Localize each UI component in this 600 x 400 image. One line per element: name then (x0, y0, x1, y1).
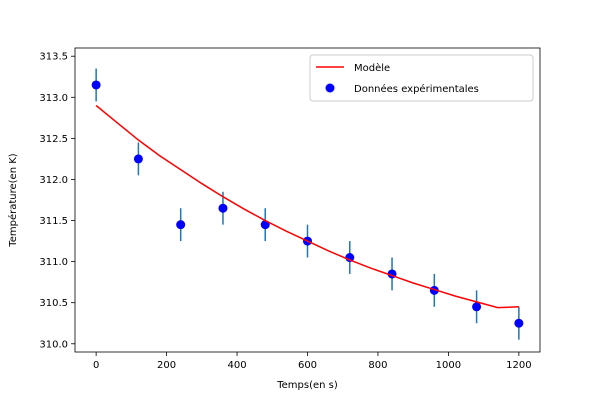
y-tick-label: 313.5 (39, 52, 68, 63)
data-point (472, 302, 482, 312)
x-tick-label: 800 (368, 360, 387, 371)
y-tick-label: 312.0 (39, 175, 68, 186)
legend-marker-swatch (325, 83, 335, 93)
x-axis-label: Temps(en s) (276, 380, 338, 391)
x-tick-label: 400 (227, 360, 246, 371)
data-point (91, 80, 101, 90)
x-tick-label: 200 (157, 360, 176, 371)
y-tick-label: 311.0 (39, 257, 68, 268)
x-tick-label: 1200 (506, 360, 531, 371)
data-point (176, 220, 186, 230)
y-tick-label: 310.0 (39, 339, 68, 350)
data-point (133, 154, 143, 164)
y-tick-label: 313.0 (39, 93, 68, 104)
legend-label: Données expérimentales (354, 83, 479, 95)
legend: Modèle Données expérimentales (309, 54, 534, 102)
y-axis-ticks: 310.0 310.5 311.0 311.5 312.0 312.5 313.0 313.5 (39, 52, 75, 350)
x-axis-ticks: 0 200 400 600 800 1000 1200 (93, 352, 532, 371)
y-tick-label: 312.5 (39, 134, 68, 145)
data-point (218, 203, 228, 213)
x-tick-label: 600 (298, 360, 317, 371)
plot-area (74, 47, 541, 353)
y-tick-label: 310.5 (39, 298, 68, 309)
model-curve (95, 104, 519, 309)
legend-box (309, 54, 534, 102)
x-tick-label: 1000 (436, 360, 461, 371)
y-tick-label: 311.5 (39, 216, 68, 227)
y-axis-label: Température(en K) (7, 153, 19, 247)
x-tick-label: 0 (93, 360, 99, 371)
data-point (514, 318, 524, 328)
legend-label: Modèle (354, 62, 390, 74)
